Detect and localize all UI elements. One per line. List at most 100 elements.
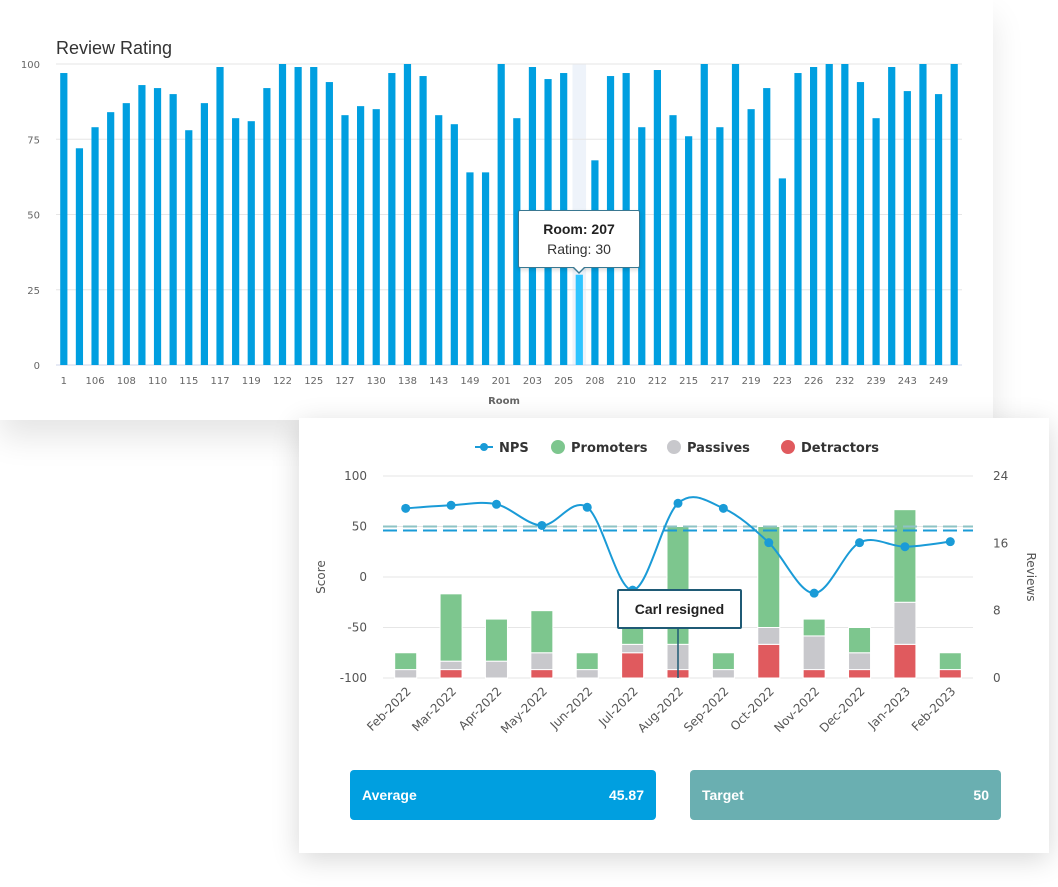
- rating-bar: [357, 106, 365, 365]
- x-tick-label: 219: [742, 376, 761, 387]
- rating-bar: [200, 103, 208, 365]
- x-tick-label: Jul-2022: [595, 684, 641, 730]
- rating-bar: [216, 67, 224, 365]
- rating-bar: [481, 172, 490, 365]
- y-right-tick-label: 8: [993, 604, 1001, 618]
- rating-bar: [903, 91, 911, 365]
- rating-bar: [294, 67, 302, 365]
- nps-point: [809, 588, 819, 598]
- x-tick-label: 149: [460, 376, 479, 387]
- nps-point: [718, 503, 728, 513]
- x-tick-label: Aug-2022: [635, 684, 686, 735]
- nps-point: [764, 538, 774, 548]
- legend-label: Passives: [687, 441, 750, 456]
- rating-bar: [888, 67, 896, 365]
- y-tick-label: 75: [27, 135, 40, 146]
- review-rating-title: Review Rating: [56, 38, 173, 58]
- y-left-tick-label: 0: [359, 570, 367, 584]
- rating-bar: [75, 148, 84, 365]
- stacked-bar-segment: [711, 669, 735, 679]
- x-tick-label: 119: [242, 376, 261, 387]
- rating-bar: [122, 103, 130, 365]
- tooltip-arrow-inner: [573, 266, 585, 272]
- legend-marker: [667, 440, 681, 454]
- x-tick-label: 223: [773, 376, 792, 387]
- rating-bar: [950, 64, 958, 365]
- y-tick-label: 50: [27, 211, 40, 222]
- rating-bar: [685, 136, 693, 365]
- x-tick-label: Dec-2022: [817, 684, 868, 735]
- rating-bar: [310, 67, 318, 365]
- y-right-tick-label: 16: [993, 536, 1008, 550]
- stacked-bar-segment: [530, 652, 554, 671]
- stacked-bar-segment: [621, 652, 645, 679]
- legend-label: Detractors: [801, 441, 879, 456]
- x-tick-label: 217: [710, 376, 729, 387]
- rating-bar: [934, 94, 943, 365]
- x-tick-label: 125: [304, 376, 323, 387]
- stacked-bar-segment: [938, 669, 962, 679]
- rating-bar: [341, 115, 349, 365]
- rating-bar: [653, 70, 661, 366]
- stacked-bar-segment: [893, 601, 917, 645]
- x-tick-label: May-2022: [498, 684, 550, 736]
- y-tick-label: 0: [34, 361, 40, 372]
- rating-bar: [841, 64, 849, 365]
- y-left-axis-label: Score: [314, 560, 328, 594]
- x-tick-label: Apr-2022: [456, 684, 505, 733]
- x-tick-label: Jun-2022: [547, 684, 596, 733]
- y-left-tick-label: 50: [352, 520, 367, 534]
- x-tick-label: 127: [335, 376, 354, 387]
- nps-point: [446, 500, 456, 510]
- rating-bar: [263, 88, 271, 365]
- stacked-bar-segment: [848, 627, 872, 654]
- review-rating-chart: 0 25 50 75 100 1 106 108 110 115 117 119 122 125 127 13…: [21, 60, 962, 407]
- stacked-bar-segment: [802, 635, 826, 671]
- stacked-bar-segment: [575, 669, 599, 679]
- rating-bar: [669, 115, 677, 365]
- stacked-bar-segment: [621, 627, 645, 645]
- stacked-bar-segment: [802, 618, 826, 637]
- nps-point: [855, 538, 865, 548]
- rating-bar: [325, 82, 333, 365]
- tooltip-label: Rating: 30: [547, 241, 611, 257]
- nps-point: [900, 542, 910, 552]
- rating-bar: [278, 64, 287, 365]
- average-card: Average 45.87: [350, 770, 656, 820]
- x-tick-label: Oct-2022: [728, 684, 777, 733]
- x-tick-label: 143: [429, 376, 448, 387]
- stacked-bar-segment: [394, 652, 418, 671]
- rating-bar: [107, 112, 115, 365]
- legend-label: Promoters: [571, 441, 648, 456]
- rating-bar: [794, 73, 802, 365]
- rating-bar: [763, 88, 771, 365]
- x-tick-label: Sep-2022: [681, 684, 732, 735]
- stacked-bar-segment: [484, 618, 508, 662]
- rating-bar: [232, 118, 240, 366]
- rating-bar: [513, 118, 521, 366]
- x-tick-label: 208: [585, 376, 604, 387]
- rating-bar: [778, 178, 786, 365]
- y-tick-label: 25: [27, 286, 40, 297]
- x-tick-label: 201: [492, 376, 511, 387]
- legend-label: NPS: [499, 441, 529, 456]
- rating-bar: [153, 88, 162, 365]
- y-left-tick-label: -50: [347, 621, 367, 635]
- average-label: Average: [362, 787, 417, 803]
- rating-bar: [747, 109, 755, 366]
- nps-point: [491, 499, 501, 509]
- x-tick-label: 210: [617, 376, 636, 387]
- stacked-bar-segment: [439, 593, 463, 662]
- y-right-tick-label: 24: [993, 469, 1008, 483]
- target-value: 50: [973, 787, 989, 803]
- x-tick-label: 239: [867, 376, 886, 387]
- x-tick-label: 249: [929, 376, 948, 387]
- x-tick-label: 122: [273, 376, 292, 387]
- target-card: Target 50: [690, 770, 1001, 820]
- nps-point: [945, 537, 955, 547]
- stacked-bar-segment: [439, 669, 463, 679]
- x-tick-label: 215: [679, 376, 698, 387]
- x-tick-label: 115: [179, 376, 198, 387]
- x-tick-label: 226: [804, 376, 823, 387]
- stacked-bar-segment: [484, 660, 508, 679]
